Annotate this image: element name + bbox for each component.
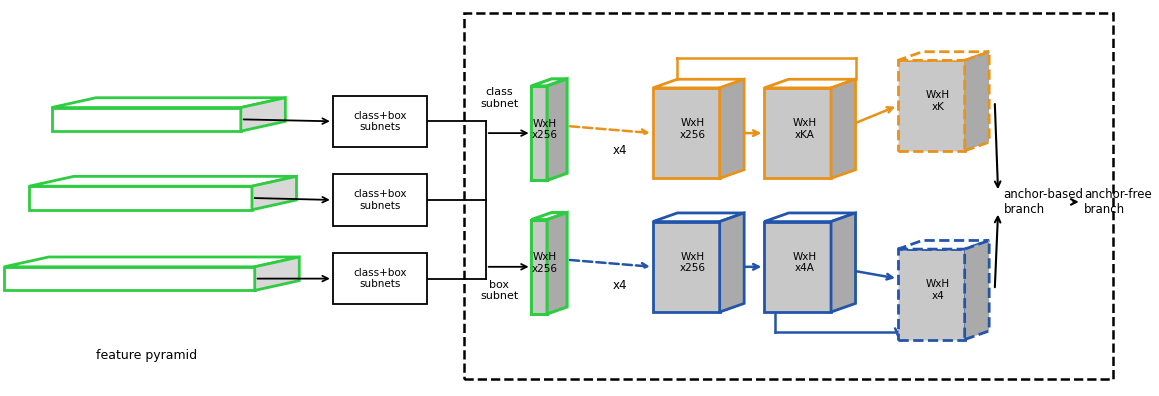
Text: class+box
subnets: class+box subnets	[353, 110, 407, 132]
Text: WxH
x4: WxH x4	[926, 279, 950, 301]
Polygon shape	[720, 79, 744, 178]
Polygon shape	[898, 60, 964, 151]
Polygon shape	[51, 108, 241, 131]
Polygon shape	[764, 88, 831, 178]
Polygon shape	[547, 213, 567, 314]
Polygon shape	[255, 257, 299, 290]
Polygon shape	[898, 52, 989, 60]
Polygon shape	[532, 86, 547, 180]
Polygon shape	[51, 98, 285, 108]
Polygon shape	[764, 79, 855, 88]
Polygon shape	[29, 186, 252, 210]
FancyBboxPatch shape	[333, 174, 428, 226]
Text: class+box
subnets: class+box subnets	[353, 268, 407, 289]
Polygon shape	[764, 222, 831, 312]
Text: WxH
x4A: WxH x4A	[793, 252, 816, 273]
Text: anchor-free
branch: anchor-free branch	[1084, 188, 1152, 216]
FancyBboxPatch shape	[333, 96, 428, 147]
Text: x4: x4	[612, 144, 627, 157]
Polygon shape	[532, 79, 567, 86]
Polygon shape	[241, 98, 285, 131]
Text: WxH
x256: WxH x256	[680, 118, 706, 140]
FancyBboxPatch shape	[333, 253, 428, 304]
Polygon shape	[964, 52, 989, 151]
Polygon shape	[653, 88, 720, 178]
Text: WxH
xK: WxH xK	[926, 90, 950, 112]
Polygon shape	[720, 213, 744, 312]
Polygon shape	[898, 249, 964, 339]
Text: box
subnet: box subnet	[480, 280, 518, 301]
Text: feature pyramid: feature pyramid	[95, 349, 197, 362]
Polygon shape	[964, 240, 989, 339]
Polygon shape	[252, 176, 297, 210]
Polygon shape	[532, 220, 547, 314]
Polygon shape	[5, 267, 255, 290]
Text: WxH
xKA: WxH xKA	[793, 118, 816, 140]
Text: class+box
subnets: class+box subnets	[353, 189, 407, 211]
Polygon shape	[29, 176, 297, 186]
Text: WxH
x256: WxH x256	[532, 119, 557, 140]
Polygon shape	[653, 79, 744, 88]
Polygon shape	[653, 222, 720, 312]
Text: WxH
x256: WxH x256	[532, 253, 557, 274]
Polygon shape	[831, 213, 855, 312]
Text: anchor-based
branch: anchor-based branch	[1004, 188, 1084, 216]
Polygon shape	[547, 79, 567, 180]
Text: WxH
x256: WxH x256	[680, 252, 706, 273]
Text: x4: x4	[612, 279, 627, 292]
Polygon shape	[831, 79, 855, 178]
Polygon shape	[5, 257, 299, 267]
Text: class
subnet: class subnet	[480, 87, 518, 109]
Polygon shape	[764, 213, 855, 222]
Polygon shape	[532, 213, 567, 220]
Polygon shape	[653, 213, 744, 222]
Polygon shape	[898, 240, 989, 249]
